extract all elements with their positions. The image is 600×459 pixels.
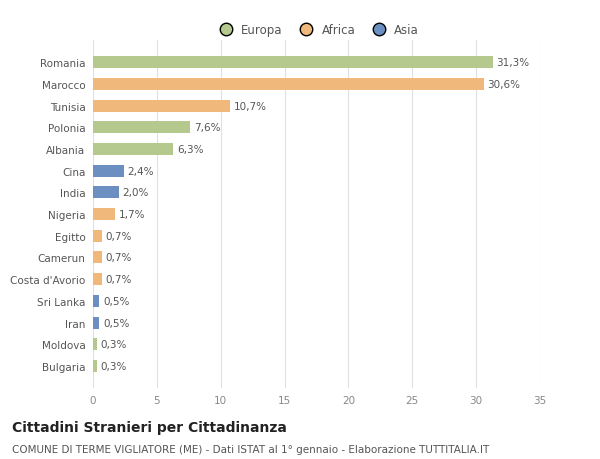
Bar [93, 295, 100, 307]
Bar [93, 122, 190, 134]
Text: 0,3%: 0,3% [101, 340, 127, 349]
Text: COMUNE DI TERME VIGLIATORE (ME) - Dati ISTAT al 1° gennaio - Elaborazione TUTTIT: COMUNE DI TERME VIGLIATORE (ME) - Dati I… [12, 444, 489, 454]
Text: 0,7%: 0,7% [106, 231, 132, 241]
Text: 0,7%: 0,7% [106, 274, 132, 285]
Text: 7,6%: 7,6% [194, 123, 220, 133]
Text: 0,7%: 0,7% [106, 253, 132, 263]
Bar [93, 165, 124, 177]
Bar [93, 209, 115, 220]
Bar [93, 230, 102, 242]
Bar [93, 101, 230, 112]
Text: 30,6%: 30,6% [488, 80, 521, 90]
Bar [93, 274, 102, 285]
Bar [93, 187, 119, 199]
Bar [93, 252, 102, 264]
Text: 0,3%: 0,3% [101, 361, 127, 371]
Text: Cittadini Stranieri per Cittadinanza: Cittadini Stranieri per Cittadinanza [12, 420, 287, 434]
Text: 2,4%: 2,4% [127, 166, 154, 176]
Text: 0,5%: 0,5% [103, 318, 130, 328]
Bar [93, 78, 484, 90]
Bar [93, 317, 100, 329]
Text: 10,7%: 10,7% [233, 101, 266, 112]
Text: 1,7%: 1,7% [119, 210, 145, 219]
Text: 6,3%: 6,3% [177, 145, 204, 155]
Legend: Europa, Africa, Asia: Europa, Africa, Asia [209, 19, 424, 42]
Bar [93, 339, 97, 351]
Bar [93, 57, 493, 69]
Bar [93, 360, 97, 372]
Text: 0,5%: 0,5% [103, 296, 130, 306]
Text: 31,3%: 31,3% [497, 58, 530, 68]
Bar [93, 144, 173, 156]
Text: 2,0%: 2,0% [122, 188, 149, 198]
